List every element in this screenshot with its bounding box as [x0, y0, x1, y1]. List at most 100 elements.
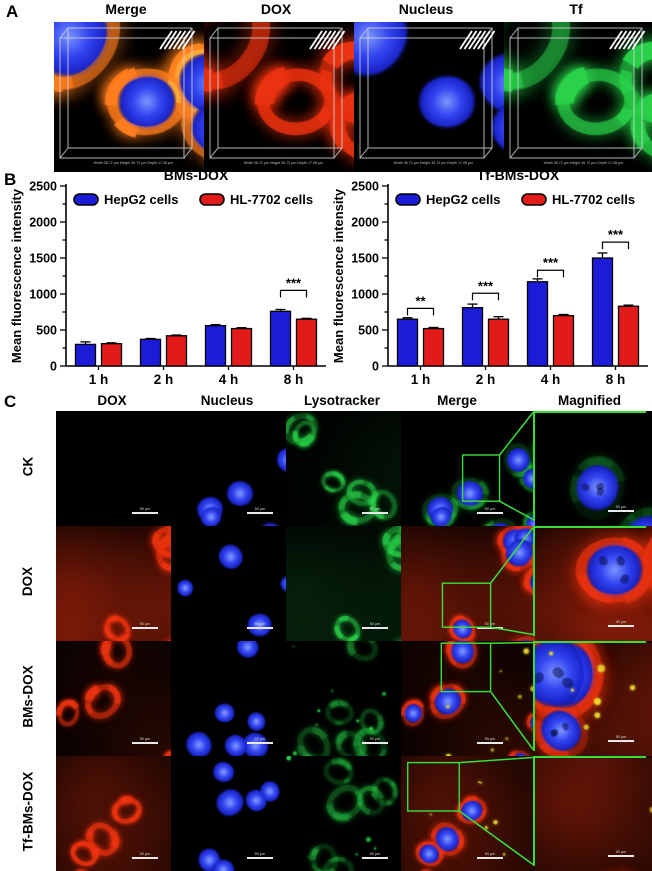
- scale-bar-label: 50 μm: [254, 852, 266, 856]
- scale-bar: [247, 627, 273, 629]
- scale-bar-label: 50 μm: [139, 622, 151, 626]
- scale-bar-label: 50 μm: [369, 737, 381, 741]
- micro-tf-bms-dox-dox: 50 μm: [56, 756, 356, 871]
- col-title-magnified: Magnified: [558, 393, 621, 408]
- dimension-caption: Width 36.72 μm Height 36.72 μm Depth 17.…: [243, 160, 324, 165]
- micro-tf-bms-dox-merge: 50 μm: [401, 756, 652, 871]
- scale-bar: [477, 627, 503, 629]
- micro-dox-nucleus: 50 μm: [171, 526, 471, 676]
- scale-bar: [247, 512, 273, 514]
- scale-bar-label: 50 μm: [139, 507, 151, 511]
- micro-tf-bms-dox-lysotracker: 50 μm: [286, 756, 586, 871]
- svg-text:4 h: 4 h: [219, 372, 239, 387]
- panel-c-row-tf-bms-dox: Tf-BMs-DOX 50 μm 50 μm 50 μm: [0, 756, 652, 871]
- svg-text:500: 500: [358, 324, 379, 338]
- svg-text:8 h: 8 h: [606, 372, 626, 387]
- micro-dox-merge: 50 μm: [401, 526, 652, 676]
- micro-bms-dox-merge: 50 μm: [401, 641, 652, 791]
- scale-bar-label: 50 μm: [615, 850, 627, 854]
- scale-bar-label: 50 μm: [369, 507, 381, 511]
- micro-ck-magnified: 50 μm: [533, 411, 652, 563]
- svg-text:4 h: 4 h: [541, 372, 561, 387]
- dimension-caption: Width 36.72 μm Height 36.72 μm Depth 17.…: [393, 160, 474, 165]
- col-title-merge: Merge: [437, 393, 477, 408]
- scale-bar-label: 50 μm: [484, 737, 496, 741]
- micro-dox-magnified: 50 μm: [533, 526, 652, 678]
- svg-text:1500: 1500: [351, 252, 379, 266]
- svg-text:Tf-BMs-DOX: Tf-BMs-DOX: [477, 168, 560, 183]
- micro-a-tf: [504, 22, 652, 172]
- micro-ck-dox: 50 μm: [56, 411, 356, 561]
- svg-text:500: 500: [36, 324, 57, 338]
- dimension-caption: Width 36.72 μm Height 36.72 μm Depth 17.…: [93, 160, 174, 165]
- bar-chart-bms-dox: BMs-DOX 0 500 1000 1500 2000 2500 1 h 2 h 4 h 8 h H…: [9, 168, 326, 387]
- svg-text:2 h: 2 h: [476, 372, 496, 387]
- micro-bms-dox-magnified: 50 μm: [533, 641, 652, 793]
- panel-a: A Merge DOX Nucleus Tf Width 36.72 μm He…: [0, 0, 652, 172]
- svg-text:2500: 2500: [29, 180, 57, 194]
- svg-text:HepG2 cells: HepG2 cells: [104, 192, 178, 207]
- confocal-3d-nucleus: Width 36.72 μm Height 36.72 μm Depth 17.…: [354, 22, 652, 172]
- micro-dox-lysotracker: 50 μm: [286, 526, 586, 676]
- panel-c-row-ck: CK 50 μm 50 μm 50 μm 50 μm: [0, 411, 652, 563]
- svg-text:***: ***: [543, 255, 559, 270]
- panel-c-label: C: [4, 392, 17, 411]
- svg-text:***: ***: [478, 278, 494, 293]
- svg-text:HL-7702 cells: HL-7702 cells: [230, 192, 313, 207]
- wireframe-box-icon: [209, 27, 346, 159]
- dimension-caption: Width 36.72 μm Height 36.72 μm Depth 17.…: [543, 160, 624, 165]
- panel-a-title-tf: Tf: [569, 1, 583, 17]
- col-title-nucleus: Nucleus: [200, 393, 254, 408]
- scale-bar: [477, 512, 503, 514]
- row-label-dox: DOX: [20, 566, 36, 596]
- panel-b: B BMs-DOX 0 500 1000 1500 2000 2500 1 h 2 h 4 h 8 …: [0, 168, 652, 392]
- scale-bar: [362, 742, 388, 744]
- scale-bar: [247, 857, 273, 859]
- bar-chart-tf-bms-dox: Tf-BMs-DOX 0 500 1000 1500 2000 2500 1 h 2 h 4 h 8…: [331, 168, 648, 387]
- micro-ck-nucleus: 50 μm: [171, 411, 471, 561]
- svg-text:1000: 1000: [351, 288, 379, 302]
- wireframe-box-icon: [359, 27, 496, 159]
- svg-text:Mean fluorescence intensity: Mean fluorescence intensity: [9, 188, 24, 363]
- scale-bar-label: 50 μm: [484, 622, 496, 626]
- col-title-lysotracker: Lysotracker: [303, 393, 381, 408]
- micro-ck-merge: 50 μm: [401, 411, 652, 561]
- micro-tf-bms-dox-nucleus: 50 μm: [171, 756, 471, 871]
- scale-bar-label: 50 μm: [615, 735, 627, 739]
- micro-dox-dox: 50 μm: [56, 526, 356, 676]
- svg-text:2500: 2500: [351, 180, 379, 194]
- svg-text:1000: 1000: [29, 288, 57, 302]
- panel-c: C DOX Nucleus Lysotracker Merge Magnifie…: [0, 392, 652, 871]
- scale-bar-label: 50 μm: [139, 737, 151, 741]
- scale-bar: [477, 742, 503, 744]
- panel-a-label: A: [6, 2, 19, 21]
- scale-bar: [362, 627, 388, 629]
- svg-text:2000: 2000: [351, 216, 379, 230]
- scale-bar: [608, 625, 634, 627]
- svg-text:0: 0: [372, 360, 379, 374]
- scale-bar: [132, 512, 158, 514]
- panel-c-row-bms-dox: BMs-DOX 50 μm 50 μm 50 μm 50: [0, 641, 652, 793]
- row-label-ck: CK: [20, 456, 36, 476]
- wireframe-box-icon: [59, 27, 196, 159]
- scale-bar: [477, 857, 503, 859]
- panel-c-row-dox: DOX 50 μm 50 μm 50 μm 50 μm: [0, 526, 652, 678]
- scale-bar: [608, 510, 634, 512]
- scale-bar-label: 50 μm: [484, 507, 496, 511]
- scale-bar-label: 50 μm: [615, 505, 627, 509]
- svg-text:BMs-DOX: BMs-DOX: [164, 168, 229, 183]
- scale-bar-label: 50 μm: [484, 852, 496, 856]
- scale-bar-label: 50 μm: [615, 620, 627, 624]
- scale-bar: [132, 627, 158, 629]
- micro-ck-lysotracker: 50 μm: [286, 411, 586, 561]
- scale-bar: [362, 512, 388, 514]
- panel-b-label: B: [4, 170, 17, 189]
- col-title-dox: DOX: [97, 393, 127, 408]
- scale-bar-label: 50 μm: [369, 622, 381, 626]
- panel-a-title-merge: Merge: [105, 1, 147, 17]
- micro-bms-dox-lysotracker: 50 μm: [286, 641, 586, 791]
- confocal-3d-merge: Width 36.72 μm Height 36.72 μm Depth 17.…: [54, 22, 354, 172]
- micro-bms-dox-nucleus: 50 μm: [171, 641, 471, 791]
- wireframe-box-icon: [509, 27, 646, 159]
